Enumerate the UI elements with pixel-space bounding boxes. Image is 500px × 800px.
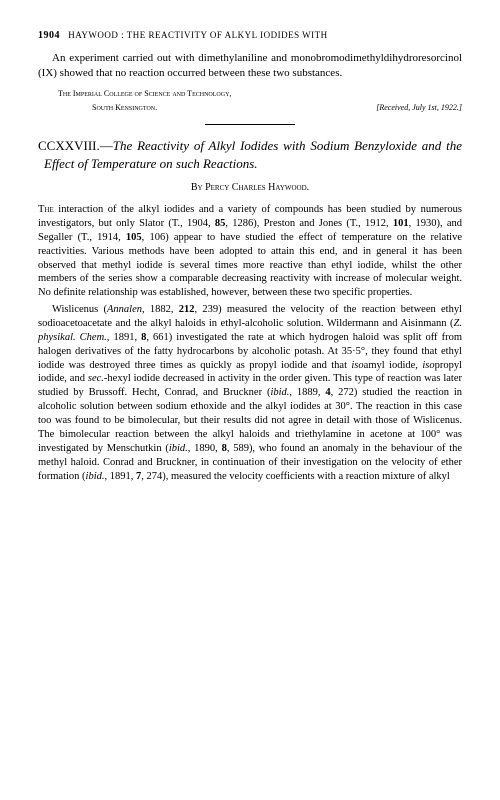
p2-j: , 1889,: [289, 387, 325, 398]
p1-dropword: The: [38, 204, 54, 215]
body-paragraph-1: The interaction of the alkyl iodides and…: [38, 203, 462, 300]
running-header: 1904 HAYWOOD : THE REACTIVITY OF ALKYL I…: [38, 30, 462, 41]
p1-vol3: 105: [126, 232, 142, 243]
p2-ibid2: ibid.: [169, 443, 188, 454]
author-name: Percy Charles Haywood.: [205, 182, 309, 193]
p2-a: Wislicenus (: [52, 304, 107, 315]
author-by: By: [191, 182, 205, 193]
affiliation-line1: The Imperial College of Science and Tech…: [38, 89, 462, 99]
p2-f: amyl iodide,: [364, 360, 423, 371]
p2-b: , 1882,: [142, 304, 179, 315]
p2-o: , 274), measured the velocity coefficien…: [141, 471, 450, 482]
page-number: 1904: [38, 30, 60, 41]
p1-vol2: 101: [393, 218, 409, 229]
author-line: By Percy Charles Haywood.: [38, 182, 462, 193]
affiliation-line2: South Kensington. [Received, July 1st, 1…: [38, 103, 462, 112]
p2-ibid3: ibid.: [86, 471, 105, 482]
prelim-paragraph: An experiment carried out with dimethyla…: [38, 51, 462, 81]
received-date: [Received, July 1st, 1922.]: [376, 103, 462, 112]
running-head-text: HAYWOOD : THE REACTIVITY OF ALKYL IODIDE…: [68, 30, 327, 40]
p2-journal1: Annalen: [107, 304, 142, 315]
p2-sec: sec.: [88, 373, 104, 384]
article-number: CCXXVIII.—: [38, 138, 113, 153]
p2-n: , 1891,: [105, 471, 137, 482]
p2-vol1: 212: [179, 304, 195, 315]
affiliation-place: South Kensington.: [38, 103, 157, 112]
p2-iso1: iso: [351, 360, 363, 371]
p2-d: , 1891,: [107, 332, 141, 343]
p2-l: , 1890,: [188, 443, 222, 454]
p1-text-b: , 1286), Preston and Jones (T., 1912,: [225, 218, 392, 229]
p1-vol1: 85: [215, 218, 226, 229]
section-divider: [205, 124, 295, 125]
article-title: CCXXVIII.—The Reactivity of Alkyl Iodide…: [38, 137, 462, 172]
body-paragraph-2: Wislicenus (Annalen, 1882, 212, 239) mea…: [38, 303, 462, 483]
p2-ibid1: ibid.: [270, 387, 289, 398]
p2-iso2: iso: [422, 360, 434, 371]
